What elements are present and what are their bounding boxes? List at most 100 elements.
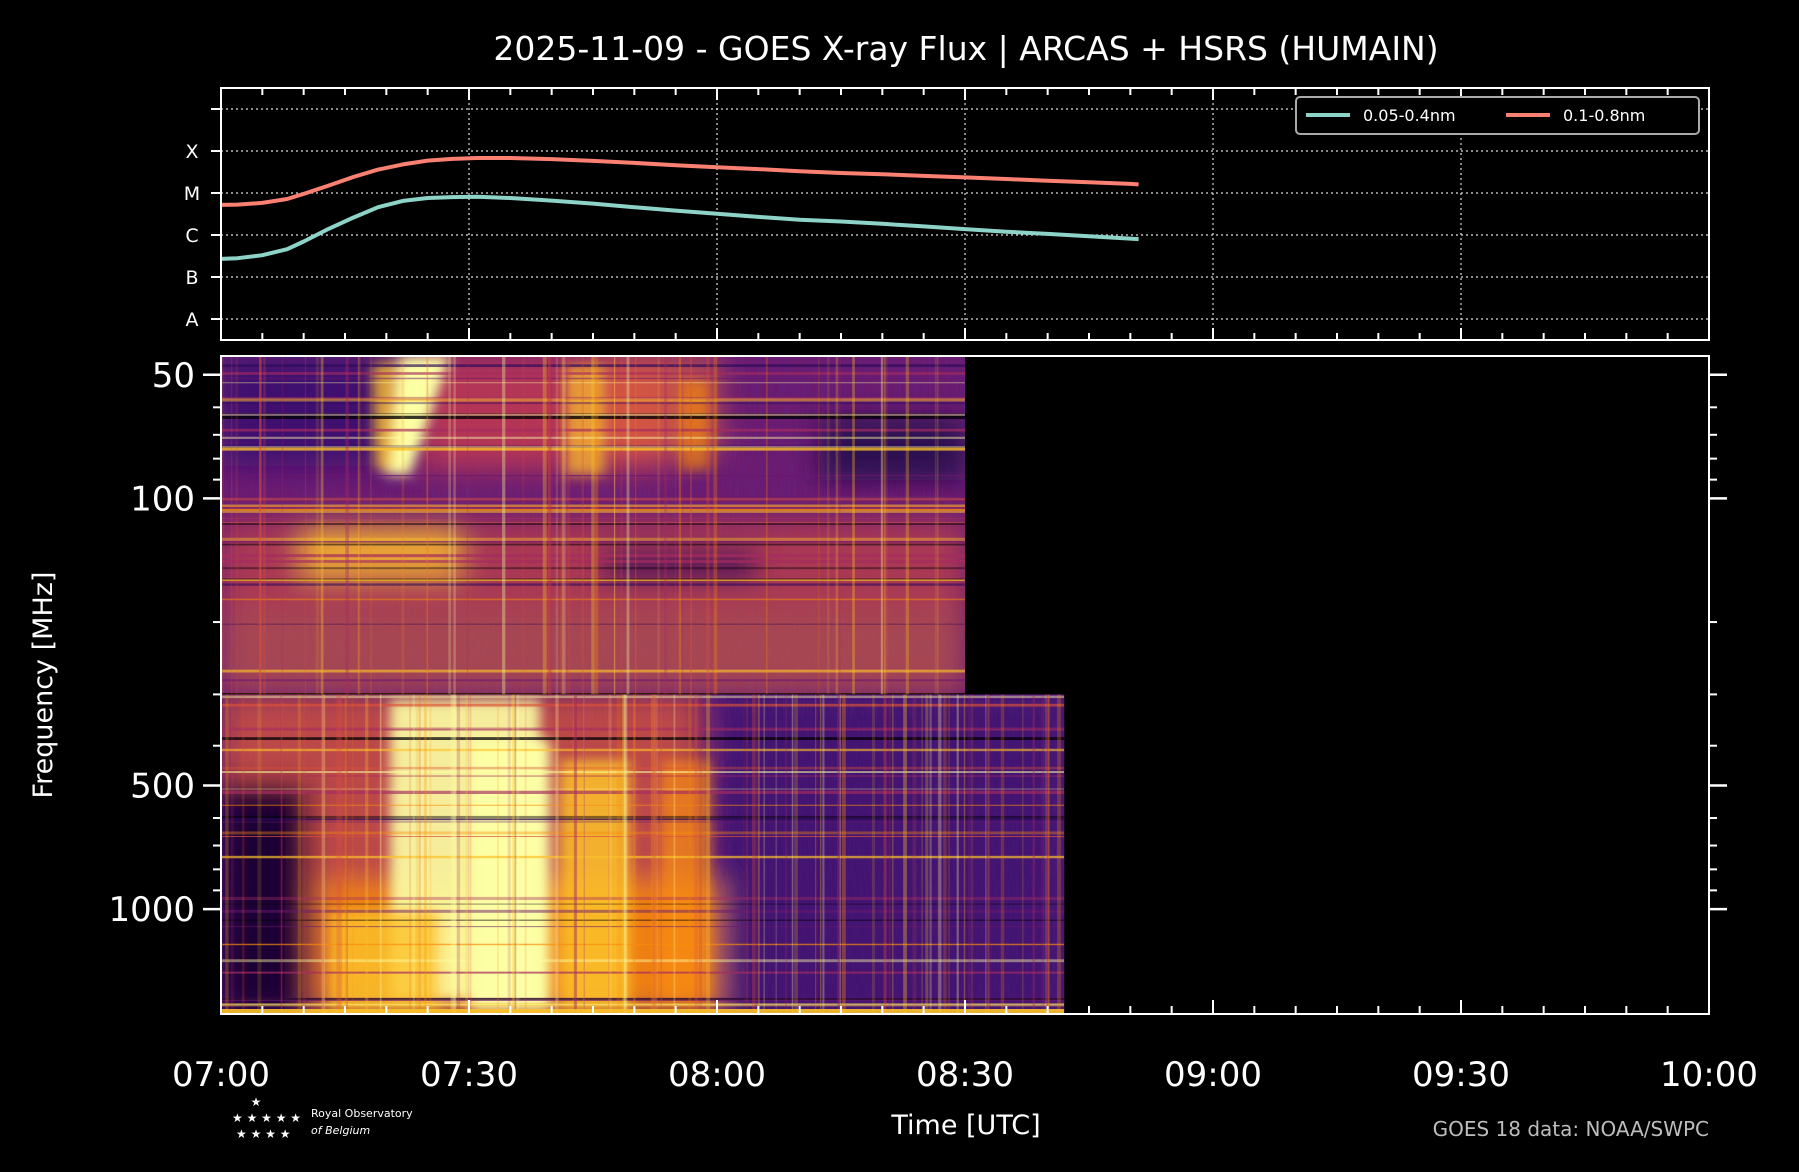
striation xyxy=(365,694,369,1014)
striation xyxy=(281,356,284,695)
striation xyxy=(815,694,817,1014)
striation xyxy=(652,694,657,1014)
striation xyxy=(465,694,468,1014)
freq-tick-label: 100 xyxy=(130,479,195,519)
striation xyxy=(497,694,499,1014)
arcas-spectrogram xyxy=(221,356,965,695)
time-tick-label: 09:30 xyxy=(1412,1055,1510,1095)
striation xyxy=(235,356,239,695)
rob-logo: ★ ★ ★ ★ ★ ★ ★ ★ ★ ★ Royal Observatory of… xyxy=(232,1095,413,1141)
striation xyxy=(608,694,612,1014)
rfi-line xyxy=(221,821,1065,823)
goes-class-label: M xyxy=(184,183,200,205)
chart-title: 2025-11-09 - GOES X-ray Flux | ARCAS + H… xyxy=(493,29,1438,68)
striation xyxy=(674,356,677,695)
striation xyxy=(1042,694,1045,1014)
svg-text:★ ★ ★ ★ ★: ★ ★ ★ ★ ★ xyxy=(232,1111,301,1125)
striation xyxy=(971,694,974,1014)
striation xyxy=(622,694,624,1014)
rfi-line xyxy=(221,1003,1065,1007)
rfi-line xyxy=(221,402,965,405)
striation xyxy=(466,356,469,695)
striation xyxy=(837,694,841,1014)
y-axis-label: Frequency [MHz] xyxy=(28,572,59,799)
striation xyxy=(429,694,431,1014)
striation xyxy=(745,694,749,1014)
rfi-line xyxy=(221,790,1065,795)
rfi-line xyxy=(221,669,965,673)
striation xyxy=(1022,694,1024,1014)
rfi-line xyxy=(221,775,1065,777)
time-ticks: 07:00 07:30 08:00 08:30 09:00 09:30 10:00 xyxy=(172,1000,1758,1095)
striation xyxy=(1048,694,1050,1014)
striation xyxy=(826,356,830,695)
rfi-line xyxy=(221,579,965,582)
striation xyxy=(616,694,619,1014)
rfi-line xyxy=(221,728,1065,731)
rfi-line xyxy=(221,998,1065,1000)
rfi-line xyxy=(221,475,965,477)
striation xyxy=(936,356,939,695)
striation xyxy=(280,694,282,1014)
rfi-line xyxy=(221,679,965,682)
logo-line-2: of Belgium xyxy=(311,1124,370,1137)
striation xyxy=(634,356,637,695)
striation xyxy=(565,356,568,695)
striation xyxy=(468,694,470,1014)
striation xyxy=(259,356,262,695)
striation xyxy=(412,694,415,1014)
striation xyxy=(835,356,839,695)
goes-series-line-0 xyxy=(221,194,1139,261)
svg-text:★: ★ xyxy=(251,1095,262,1109)
rfi-line xyxy=(221,748,1065,752)
time-tick-label: 09:00 xyxy=(1164,1055,1262,1095)
striation xyxy=(608,694,610,1014)
striation xyxy=(345,356,349,695)
rfi-line xyxy=(221,771,1065,773)
spectrogram-panel: 50 100 500 1000 07:00 07:30 08:00 08:30 09:00 09… xyxy=(28,355,1758,1141)
striation xyxy=(921,694,923,1014)
rfi-line xyxy=(221,537,965,541)
striation xyxy=(650,694,655,1014)
striation xyxy=(688,694,692,1014)
hsrs-spectrogram xyxy=(221,694,1065,1014)
rfi-line xyxy=(221,909,1065,913)
striation xyxy=(881,356,884,695)
striation xyxy=(626,356,630,695)
rfi-line xyxy=(221,413,965,415)
striation xyxy=(352,694,354,1014)
striation xyxy=(257,694,262,1014)
striation xyxy=(838,694,841,1014)
striation xyxy=(524,694,527,1014)
striation xyxy=(765,356,768,695)
rfi-line xyxy=(221,382,965,384)
striation xyxy=(713,356,718,695)
rfi-line xyxy=(221,510,965,513)
arcas-rfi-lines xyxy=(221,356,965,695)
striation xyxy=(281,694,283,1014)
striation xyxy=(450,694,453,1014)
striation xyxy=(426,356,429,695)
striation xyxy=(594,356,599,695)
goes-class-label: C xyxy=(185,225,198,247)
striation xyxy=(681,356,684,695)
striation xyxy=(706,356,710,695)
striation xyxy=(572,694,575,1014)
rfi-line xyxy=(221,555,965,558)
striation xyxy=(542,356,547,695)
striation xyxy=(560,356,565,695)
striation xyxy=(359,356,361,695)
rfi-line xyxy=(221,815,1065,819)
striation xyxy=(791,694,794,1014)
striation xyxy=(231,356,233,695)
rfi-line xyxy=(221,497,965,501)
rfi-line xyxy=(221,436,965,439)
freq-tick-label: 1000 xyxy=(108,890,195,930)
striation xyxy=(698,694,703,1014)
goes-class-label: B xyxy=(185,267,198,289)
striation xyxy=(690,356,692,695)
rfi-line xyxy=(221,788,1065,790)
striation xyxy=(346,694,349,1014)
legend-label-short: 0.05-0.4nm xyxy=(1363,106,1456,125)
striation xyxy=(758,694,760,1014)
